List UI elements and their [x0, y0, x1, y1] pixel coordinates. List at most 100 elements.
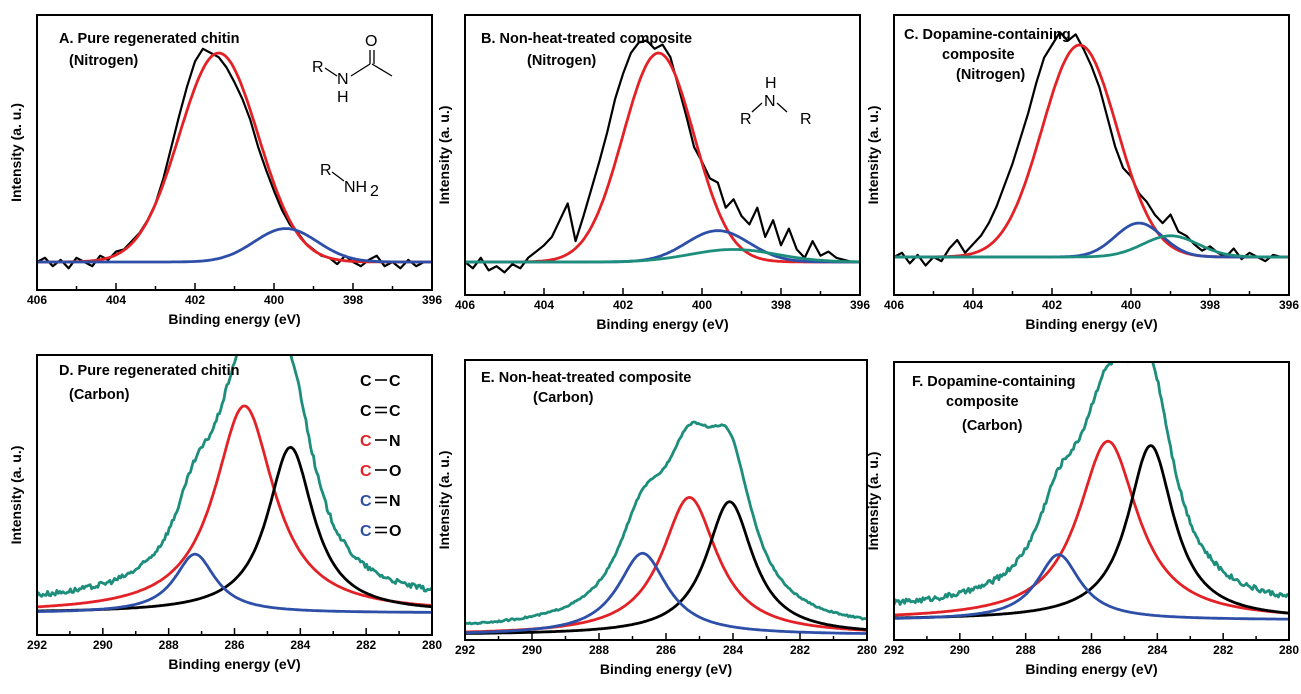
x-tick-label: 396 — [1279, 298, 1299, 312]
x-tick-label: 280 — [857, 643, 877, 657]
sec-amine-r1: R — [740, 111, 752, 128]
sec-amine-r2: R — [800, 111, 812, 128]
x-tick-label: 400 — [1121, 298, 1141, 312]
panel-title-line: E. Non-heat-treated composite — [481, 370, 691, 386]
y-axis-label: Intensity (a. u.) — [8, 446, 24, 545]
x-tick-label: 288 — [159, 638, 179, 652]
legend-atom-b: O — [389, 463, 401, 480]
legend-atom-b: O — [389, 523, 401, 540]
x-tick-label: 400 — [692, 298, 712, 312]
panel-title-line: (Nitrogen) — [527, 53, 596, 69]
x-tick-label: 402 — [185, 293, 205, 307]
x-axis-label: Binding energy (eV) — [168, 311, 300, 327]
x-tick-label: 284 — [290, 638, 310, 652]
bond — [331, 171, 345, 182]
x-tick-label: 290 — [950, 643, 970, 657]
x-tick-label: 292 — [884, 643, 904, 657]
x-tick-label: 396 — [850, 298, 870, 312]
legend-atom-b: N — [389, 493, 401, 510]
amine-subscript: 2 — [370, 183, 379, 200]
series-line-envelope-3 — [894, 362, 1289, 606]
x-tick-label: 398 — [1200, 298, 1220, 312]
x-tick-label: 288 — [589, 643, 609, 657]
series-line-fit-1 — [465, 500, 867, 635]
legend-atom-b: C — [389, 403, 401, 420]
y-axis-label: Intensity (a. u.) — [865, 452, 881, 551]
x-axis-label: Binding energy (eV) — [596, 316, 728, 332]
panel-title-line: C. Dopamine-containing — [904, 27, 1071, 43]
x-tick-label: 396 — [422, 293, 442, 307]
x-axis-label: Binding energy (eV) — [1025, 316, 1157, 332]
plot-area — [37, 47, 432, 270]
y-axis-label: Intensity (a. u.) — [865, 106, 881, 205]
y-axis-label: Intensity (a. u.) — [436, 106, 452, 205]
panel-a: 406 404 402 400 398 396 Binding energy (eV) Int… — [8, 14, 442, 327]
legend-atom-a: C — [360, 403, 372, 420]
panel-title-line: composite — [946, 394, 1019, 410]
sec-amine-h: H — [765, 75, 777, 92]
x-tick-label: 288 — [1016, 643, 1036, 657]
y-axis-label: Intensity (a. u.) — [436, 451, 452, 550]
panel-title-line: (Carbon) — [962, 418, 1023, 434]
x-tick-label: 402 — [613, 298, 633, 312]
plot-frame — [464, 359, 868, 641]
panel-title-line: (Nitrogen) — [956, 67, 1025, 83]
amine-structure: R NH 2 — [320, 162, 379, 200]
x-tick-label: 282 — [1213, 643, 1233, 657]
x-tick-label: 290 — [93, 638, 113, 652]
bond-legend: C CC CC NC OC NC O — [360, 373, 401, 540]
x-tick-label: 404 — [963, 298, 983, 312]
panel-e: 292 290 288 286 284 282 280 Binding energy (eV)… — [436, 359, 877, 677]
plot-area — [37, 355, 432, 614]
x-tick-label: 292 — [455, 643, 475, 657]
x-tick-label: 290 — [522, 643, 542, 657]
sec-amine-n: N — [764, 93, 776, 110]
x-tick-label: 406 — [455, 298, 475, 312]
panel-title-line: F. Dopamine-containing — [912, 374, 1076, 390]
bond — [371, 63, 393, 77]
series-line-fit-0 — [894, 439, 1289, 617]
x-tick-label: 280 — [1279, 643, 1299, 657]
panel-title-line: (Carbon) — [69, 387, 130, 403]
panel-title-line: B. Non-heat-treated composite — [481, 31, 692, 47]
legend-atom-a: C — [360, 463, 372, 480]
x-tick-label: 286 — [1081, 643, 1101, 657]
secondary-amine-structure: HNR R — [740, 75, 812, 128]
legend-atom-b: C — [389, 373, 401, 390]
x-tick-label: 402 — [1042, 298, 1062, 312]
x-tick-label: 400 — [264, 293, 284, 307]
amide-structure: RNH O — [312, 33, 393, 106]
legend-atom-a: C — [360, 433, 372, 450]
bond — [776, 102, 788, 113]
series-line-raw-0 — [894, 31, 1289, 267]
panel-title-line: (Nitrogen) — [69, 53, 138, 69]
series-line-fit-1 — [465, 51, 860, 264]
bond — [751, 102, 763, 113]
series-line-fit-2 — [37, 227, 432, 264]
series-line-fit-2 — [894, 553, 1289, 621]
amide-h: H — [337, 89, 349, 106]
plot-area — [465, 39, 860, 274]
series-line-fit-2 — [37, 552, 432, 614]
x-tick-label: 284 — [723, 643, 743, 657]
x-tick-label: 404 — [534, 298, 554, 312]
bond — [324, 67, 338, 77]
x-tick-label: 286 — [224, 638, 244, 652]
amide-r: R — [312, 59, 324, 76]
x-tick-label: 280 — [422, 638, 442, 652]
plot-area — [465, 420, 867, 635]
plot-area — [894, 362, 1289, 621]
bond — [350, 63, 371, 77]
series-line-envelope-3 — [465, 420, 867, 626]
amide-n: N — [337, 71, 349, 88]
series-line-fit-1 — [894, 43, 1289, 259]
series-line-fit-0 — [37, 404, 432, 609]
y-axis-label: Intensity (a. u.) — [8, 103, 24, 202]
series-line-envelope-3 — [37, 355, 432, 598]
x-tick-label: 284 — [1147, 643, 1167, 657]
x-axis-label: Binding energy (eV) — [600, 661, 732, 677]
legend-atom-a: C — [360, 493, 372, 510]
panel-d: 292 290 288 286 284 282 280 Binding energy (eV)… — [8, 354, 442, 672]
panel-title-line: composite — [942, 47, 1015, 63]
x-tick-label: 406 — [884, 298, 904, 312]
